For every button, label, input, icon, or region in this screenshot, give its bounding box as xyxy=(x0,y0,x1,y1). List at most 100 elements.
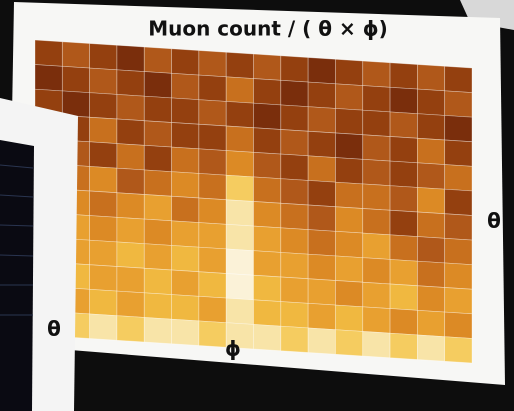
heatmap-cell xyxy=(390,309,417,335)
heatmap-cell xyxy=(390,210,417,236)
heatmap-cell xyxy=(390,259,417,285)
heatmap-cell xyxy=(390,235,417,261)
heatmap-cell xyxy=(445,312,472,338)
heatmap-cell xyxy=(144,219,171,245)
heatmap-cell xyxy=(199,51,226,77)
heatmap-cell xyxy=(90,142,117,168)
heatmap-cell xyxy=(281,326,308,352)
heatmap-cell xyxy=(117,94,144,120)
heatmap-cell xyxy=(117,45,144,71)
heatmap-cell xyxy=(363,135,390,161)
heatmap-cell xyxy=(254,324,281,350)
heatmap-cell xyxy=(144,96,171,122)
heatmap-cell xyxy=(335,158,362,184)
heatmap-cell xyxy=(90,191,117,217)
heatmap-cell xyxy=(390,284,417,310)
heatmap-cell xyxy=(35,40,62,66)
heatmap-cell xyxy=(308,107,335,133)
heatmap-cell xyxy=(363,159,390,185)
heatmap-cell xyxy=(445,140,472,166)
screenshot: Muon count / ( θ × ϕ) θ ϕ θ xyxy=(0,0,514,411)
heatmap-cell xyxy=(445,214,472,240)
heatmap-cell xyxy=(254,251,281,277)
heatmap-cell xyxy=(62,42,89,68)
heatmap-cell xyxy=(144,317,171,343)
heatmap-cell xyxy=(363,209,390,235)
heatmap-cell xyxy=(445,288,472,314)
heatmap-cell xyxy=(172,245,199,271)
heatmap-cell xyxy=(390,137,417,163)
heatmap-cell xyxy=(172,319,199,345)
heatmap-cell xyxy=(172,295,199,321)
heatmap-cell xyxy=(90,314,117,340)
heatmap-cell xyxy=(144,244,171,270)
heatmap-cell xyxy=(90,93,117,119)
heatmap-cell xyxy=(445,263,472,289)
heatmap-cell xyxy=(363,233,390,259)
heatmap-cell xyxy=(199,198,226,224)
heatmap-cell xyxy=(90,216,117,242)
heatmap-cell xyxy=(90,44,117,70)
heatmap-cell xyxy=(144,268,171,294)
heatmap-cell xyxy=(417,335,444,361)
page: Muon count / ( θ × ϕ) θ ϕ θ (() => { con… xyxy=(0,0,514,411)
heatmap-cell xyxy=(445,337,472,363)
heatmap-cell xyxy=(281,179,308,205)
heatmap-cell xyxy=(199,321,226,347)
heatmap-cell xyxy=(226,52,253,78)
heatmap-cell xyxy=(335,108,362,134)
heatmap-cell xyxy=(308,82,335,108)
heatmap-cell xyxy=(445,165,472,191)
heatmap-cell xyxy=(172,221,199,247)
heatmap-cell xyxy=(417,65,444,91)
heatmap-cell xyxy=(308,279,335,305)
chart-title: Muon count / ( θ × ϕ) xyxy=(148,17,388,41)
heatmap-cell xyxy=(226,175,253,201)
side-label: θ xyxy=(47,317,61,341)
heatmap-cell xyxy=(35,65,62,91)
heatmap-cell xyxy=(308,303,335,329)
heatmap-cell xyxy=(144,195,171,221)
heatmap-cell xyxy=(254,275,281,301)
heatmap-cell xyxy=(390,112,417,138)
heatmap-cell xyxy=(281,277,308,303)
heatmap-cell xyxy=(335,256,362,282)
heatmap-cell xyxy=(172,98,199,124)
heatmap-cell xyxy=(172,123,199,149)
heatmap-cell xyxy=(117,168,144,194)
heatmap-cell xyxy=(281,228,308,254)
side-screen xyxy=(0,140,34,411)
heatmap-cell xyxy=(363,61,390,87)
heatmap-cell xyxy=(226,298,253,324)
heatmap-cell xyxy=(308,254,335,280)
heatmap-cell xyxy=(172,73,199,99)
heatmap-cell xyxy=(199,247,226,273)
heatmap-cell xyxy=(390,333,417,359)
heatmap-cell xyxy=(445,66,472,92)
heatmap-cell xyxy=(117,144,144,170)
heatmap-cell xyxy=(117,70,144,96)
heatmap-cell xyxy=(281,252,308,278)
heatmap-cell xyxy=(226,101,253,127)
heatmap-cell xyxy=(445,115,472,141)
heatmap-cell xyxy=(172,196,199,222)
heatmap-cell xyxy=(335,281,362,307)
heatmap-cell xyxy=(417,89,444,115)
heatmap-cell xyxy=(254,226,281,252)
heatmap-cell xyxy=(308,156,335,182)
heatmap-cell xyxy=(335,231,362,257)
heatmap-cell xyxy=(335,84,362,110)
heatmap-cell xyxy=(144,145,171,171)
heatmap-cell xyxy=(254,152,281,178)
heatmap-cell xyxy=(226,200,253,226)
heatmap-cell xyxy=(62,91,89,117)
heatmap-cell xyxy=(417,212,444,238)
heatmap-cell xyxy=(254,177,281,203)
heatmap-cell xyxy=(254,128,281,154)
heatmap-cell xyxy=(226,224,253,250)
heatmap-cell xyxy=(199,124,226,150)
heatmap-cell xyxy=(254,103,281,129)
heatmap-cell xyxy=(308,180,335,206)
heatmap-cell xyxy=(335,305,362,331)
heatmap-cell xyxy=(281,80,308,106)
